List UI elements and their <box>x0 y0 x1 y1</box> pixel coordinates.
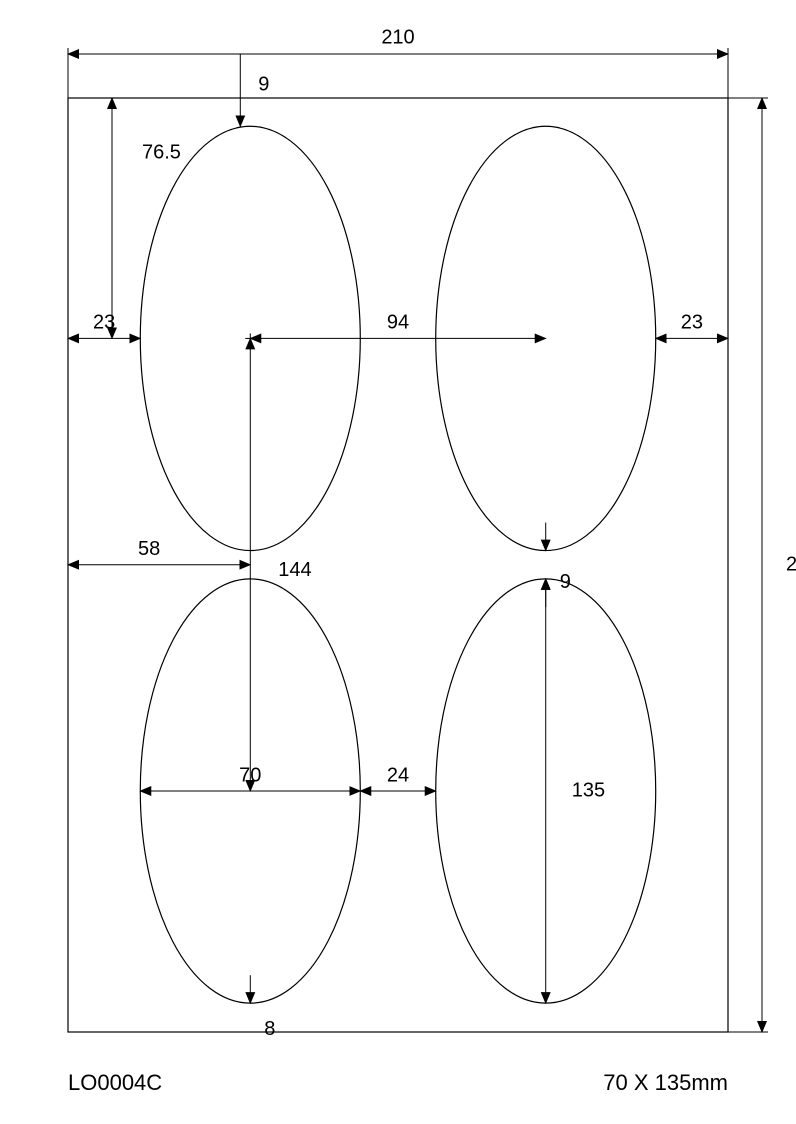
svg-text:76.5: 76.5 <box>142 141 181 163</box>
svg-text:24: 24 <box>387 764 409 786</box>
technical-drawing: 210 297 9 76.5 23 23 94 58 144 9 70 24 135 8 <box>0 0 796 1060</box>
svg-text:9: 9 <box>560 571 571 593</box>
size-label: 70 X 135mm <box>603 1070 728 1096</box>
svg-text:70: 70 <box>239 764 261 786</box>
svg-text:9: 9 <box>258 73 269 95</box>
svg-text:210: 210 <box>381 26 414 48</box>
svg-text:58: 58 <box>138 538 160 560</box>
svg-text:23: 23 <box>93 312 115 334</box>
svg-text:135: 135 <box>572 779 605 801</box>
svg-text:94: 94 <box>387 312 409 334</box>
product-code: LO0004C <box>68 1070 162 1096</box>
footer: LO0004C 70 X 135mm <box>0 1070 796 1096</box>
svg-text:8: 8 <box>264 1018 275 1040</box>
svg-text:144: 144 <box>278 559 311 581</box>
svg-text:297: 297 <box>786 553 796 575</box>
svg-text:23: 23 <box>681 312 703 334</box>
